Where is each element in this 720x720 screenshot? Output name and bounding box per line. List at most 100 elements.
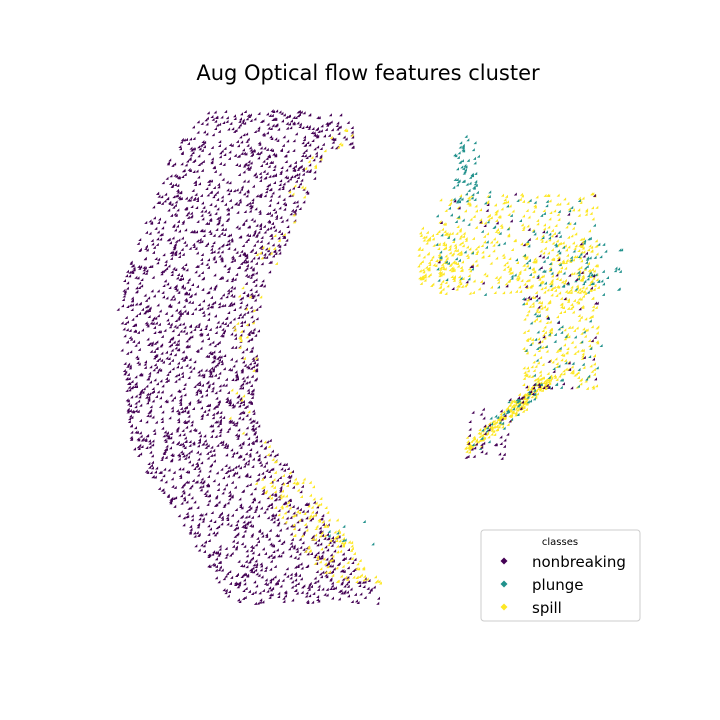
point-spill xyxy=(462,234,466,238)
point-nonbreaking xyxy=(242,578,246,582)
point-nonbreaking xyxy=(169,343,173,347)
point-nonbreaking xyxy=(166,318,170,322)
point-nonbreaking xyxy=(340,591,344,595)
point-spill xyxy=(542,227,546,231)
point-nonbreaking xyxy=(234,202,238,206)
point-nonbreaking xyxy=(300,154,304,158)
point-nonbreaking xyxy=(180,442,184,446)
point-nonbreaking xyxy=(166,493,170,497)
point-nonbreaking xyxy=(234,336,238,340)
point-nonbreaking xyxy=(324,573,328,577)
point-plunge xyxy=(556,249,560,253)
point-nonbreaking xyxy=(220,223,224,227)
point-nonbreaking xyxy=(306,564,310,568)
point-nonbreaking xyxy=(136,276,140,280)
point-nonbreaking xyxy=(180,247,184,251)
point-nonbreaking xyxy=(205,489,209,493)
point-nonbreaking xyxy=(351,569,355,573)
point-nonbreaking xyxy=(185,511,189,515)
point-spill xyxy=(510,410,514,414)
point-nonbreaking xyxy=(125,286,129,290)
point-nonbreaking xyxy=(195,531,199,535)
point-nonbreaking xyxy=(198,147,202,151)
point-nonbreaking xyxy=(149,405,153,409)
point-nonbreaking xyxy=(207,317,211,321)
point-nonbreaking xyxy=(128,328,132,332)
point-nonbreaking xyxy=(174,374,178,378)
point-spill xyxy=(577,267,581,271)
point-nonbreaking xyxy=(213,287,217,291)
point-plunge xyxy=(560,325,564,329)
point-nonbreaking xyxy=(266,122,270,126)
point-nonbreaking xyxy=(236,434,240,438)
point-nonbreaking xyxy=(305,509,309,513)
point-spill xyxy=(553,209,557,213)
point-nonbreaking xyxy=(305,591,309,595)
point-nonbreaking xyxy=(181,428,185,432)
point-nonbreaking xyxy=(269,542,273,546)
point-nonbreaking xyxy=(306,585,310,589)
point-spill xyxy=(309,493,313,497)
point-nonbreaking xyxy=(273,164,277,168)
point-nonbreaking xyxy=(550,386,554,390)
point-nonbreaking xyxy=(152,250,156,254)
point-nonbreaking xyxy=(212,531,216,535)
point-nonbreaking xyxy=(246,113,250,117)
point-nonbreaking xyxy=(155,346,159,350)
point-spill xyxy=(350,546,354,550)
point-nonbreaking xyxy=(244,461,248,465)
point-nonbreaking xyxy=(243,595,247,599)
point-plunge xyxy=(436,267,440,271)
point-spill xyxy=(329,135,333,139)
point-plunge xyxy=(548,262,552,266)
point-spill xyxy=(579,265,583,269)
point-nonbreaking xyxy=(258,600,262,604)
point-spill xyxy=(533,257,537,261)
point-nonbreaking xyxy=(234,345,238,349)
point-nonbreaking xyxy=(176,453,180,457)
point-nonbreaking xyxy=(266,241,270,245)
point-spill xyxy=(526,298,530,302)
point-spill xyxy=(238,335,242,339)
point-nonbreaking xyxy=(208,374,212,378)
point-nonbreaking xyxy=(498,452,502,456)
point-spill xyxy=(322,557,326,561)
point-spill xyxy=(518,271,522,275)
point-plunge xyxy=(519,219,523,223)
point-nonbreaking xyxy=(248,204,252,208)
point-nonbreaking xyxy=(184,297,188,301)
point-spill xyxy=(255,252,259,256)
point-nonbreaking xyxy=(164,311,168,315)
point-spill xyxy=(355,566,359,570)
point-spill xyxy=(576,349,580,353)
point-spill xyxy=(282,482,286,486)
point-nonbreaking xyxy=(196,505,200,509)
point-nonbreaking xyxy=(218,415,222,419)
point-nonbreaking xyxy=(267,504,271,508)
point-spill xyxy=(303,522,307,526)
point-nonbreaking xyxy=(502,444,506,448)
point-nonbreaking xyxy=(216,550,220,554)
point-nonbreaking xyxy=(297,527,301,531)
point-spill xyxy=(530,365,534,369)
point-spill xyxy=(441,227,445,231)
point-nonbreaking xyxy=(339,113,343,117)
point-nonbreaking xyxy=(120,348,124,352)
point-nonbreaking xyxy=(245,573,249,577)
point-nonbreaking xyxy=(308,581,312,585)
point-nonbreaking xyxy=(323,536,327,540)
point-nonbreaking xyxy=(144,271,148,275)
point-nonbreaking xyxy=(253,580,257,584)
point-nonbreaking xyxy=(251,424,255,428)
point-nonbreaking xyxy=(279,487,283,491)
point-nonbreaking xyxy=(246,391,250,395)
point-spill xyxy=(562,281,566,285)
point-nonbreaking xyxy=(236,519,240,523)
point-nonbreaking xyxy=(251,331,255,335)
point-plunge xyxy=(453,177,457,181)
point-plunge xyxy=(568,209,572,213)
point-nonbreaking xyxy=(160,420,164,424)
point-nonbreaking xyxy=(247,400,251,404)
point-nonbreaking xyxy=(248,209,252,213)
point-spill xyxy=(541,329,545,333)
